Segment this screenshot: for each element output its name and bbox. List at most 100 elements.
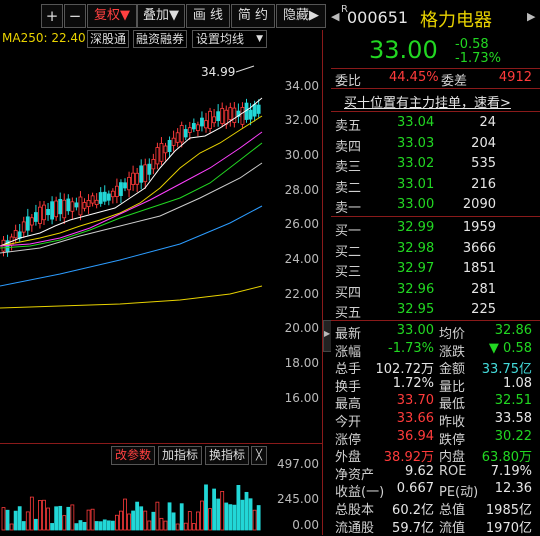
close-icon[interactable]: ╳	[251, 446, 267, 465]
volume-bar	[90, 508, 95, 531]
candle-body	[228, 107, 233, 120]
volume-bar	[50, 523, 54, 531]
volume-bar	[70, 504, 75, 531]
candle-body	[159, 143, 164, 162]
set-ma-button[interactable]: 设置均线 ▼	[192, 30, 267, 48]
zoom-in-button[interactable]: +	[41, 4, 63, 28]
price-tick-label: 24.00	[284, 252, 319, 266]
stats-row: 涨幅 -1.73% 涨跌 ▼ 0.58	[331, 341, 540, 360]
candle-body	[66, 198, 71, 212]
volume-bar	[119, 510, 123, 531]
sell-row[interactable]: 卖五 33.04 24	[331, 115, 540, 134]
candle-body	[94, 199, 99, 206]
stat-value: 38.92万	[383, 450, 434, 466]
peak-label: 34.99	[201, 65, 236, 79]
margin-trading-button[interactable]: 融资融券	[133, 30, 188, 48]
switch-indicator-button[interactable]: 换指标	[205, 446, 249, 465]
candle-body	[58, 198, 63, 215]
kline-chart[interactable]	[0, 48, 270, 438]
stat-label: 最高	[335, 397, 362, 413]
candle-body	[143, 164, 148, 183]
volume-bar	[1, 507, 6, 531]
stat-value: 12.36	[494, 481, 532, 497]
stat-label: 总股本	[335, 503, 375, 518]
candle-body	[167, 140, 172, 153]
next-stock-icon[interactable]: ▶	[527, 10, 536, 23]
candle-body	[62, 199, 67, 219]
zoom-out-button[interactable]: −	[64, 4, 86, 28]
buy-row[interactable]: 买四 32.96 281	[331, 281, 540, 301]
buy-row[interactable]: 买二 32.98 3666	[331, 240, 540, 260]
deep-connect-button[interactable]: 深股通	[87, 30, 130, 48]
simple-mode-button[interactable]: 简 约	[231, 4, 275, 28]
sell-volume: 216	[471, 176, 496, 192]
stat-value: 33.66	[396, 411, 434, 426]
stat-value: 0.667	[396, 481, 434, 497]
volume-bar	[147, 520, 152, 531]
volume-bar	[106, 520, 111, 531]
candle-body	[123, 182, 127, 189]
draw-line-button[interactable]: 画 线	[186, 4, 230, 28]
candle-body	[232, 107, 237, 123]
price-tick-label: 30.00	[284, 148, 319, 162]
stat-label: 跌停	[439, 432, 466, 448]
edit-params-button[interactable]: 改参数	[111, 446, 155, 465]
candle-body	[183, 129, 188, 138]
prev-stock-icon[interactable]: ◀	[331, 10, 340, 23]
buy-row[interactable]: 买三 32.97 1851	[331, 261, 540, 280]
candle-body	[139, 165, 144, 183]
stat-label: 均价	[439, 327, 466, 342]
set-ma-label: 设置均线	[196, 32, 245, 46]
volume-chart[interactable]	[0, 470, 270, 532]
volume-bar	[127, 513, 131, 531]
candlestick-series	[1, 98, 261, 257]
stat-label: ROE	[439, 463, 467, 479]
volume-tick-label: 497.00	[277, 457, 319, 471]
candle-body	[204, 120, 208, 129]
hide-panel-button[interactable]: 隐藏▶	[276, 4, 326, 28]
buy-volume: 3666	[462, 240, 496, 256]
price-axis-line	[322, 30, 323, 535]
volume-bar	[240, 499, 245, 531]
candle-body	[119, 182, 123, 196]
volume-bar	[232, 504, 237, 531]
main-force-promo-link[interactable]: 买十位置有主力挂单，速看>	[344, 96, 511, 111]
stat-value: 33.70	[396, 393, 434, 409]
candle-body	[82, 202, 87, 209]
weibi-label: 委比	[335, 74, 362, 89]
sell-row[interactable]: 卖一 33.00 2090	[331, 197, 540, 216]
buy-volume: 281	[471, 281, 496, 297]
candle-body	[220, 108, 225, 124]
stat-value: 33.75亿	[481, 362, 532, 378]
stat-value: 36.94	[396, 428, 434, 444]
volume-bar	[216, 498, 221, 531]
price-tick-label: 26.00	[284, 217, 319, 231]
volume-bar	[256, 505, 261, 531]
stats-row: 涨停 36.94 跌停 30.22	[331, 428, 540, 448]
volume-bar	[236, 484, 241, 531]
fuquan-dropdown[interactable]: 复权▼	[87, 4, 137, 28]
candle-body	[216, 111, 221, 122]
buy-row[interactable]: 买五 32.95 225	[331, 302, 540, 321]
buy-level-label: 买一	[335, 224, 362, 239]
buy-price: 32.97	[397, 261, 435, 276]
stat-label: 涨跌	[439, 344, 466, 360]
ratio-row: 委比 44.45% 委差 4912	[331, 70, 540, 89]
volume-bar	[110, 520, 115, 531]
sell-row[interactable]: 卖四 33.03 204	[331, 136, 540, 155]
volume-bar	[155, 501, 160, 531]
stats-row: 最高 33.70 最低 32.51	[331, 393, 540, 413]
price-tick-label: 20.00	[284, 321, 319, 335]
stats-row: 换手 1.72% 量比 1.08	[331, 375, 540, 395]
buy-row[interactable]: 买一 32.99 1959	[331, 220, 540, 239]
stat-value: 1.72%	[392, 375, 434, 391]
volume-bar	[29, 496, 34, 531]
add-indicator-button[interactable]: 加指标	[158, 446, 202, 465]
overlay-dropdown[interactable]: 叠加▼	[137, 4, 185, 28]
volume-bar	[38, 500, 42, 531]
candle-body	[70, 201, 75, 212]
weibi-value: 44.45%	[389, 70, 439, 85]
sell-row[interactable]: 卖二 33.01 216	[331, 176, 540, 196]
sell-row[interactable]: 卖三 33.02 535	[331, 156, 540, 175]
current-price: 33.00	[369, 36, 438, 64]
